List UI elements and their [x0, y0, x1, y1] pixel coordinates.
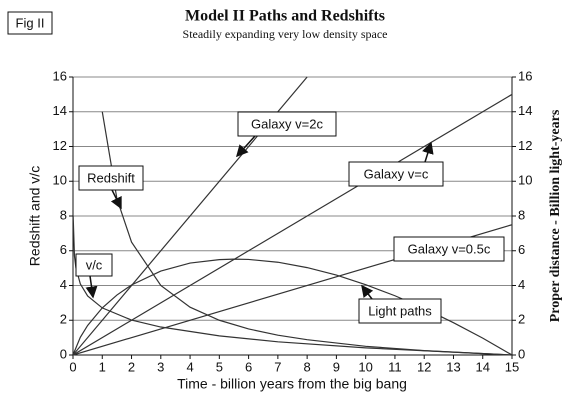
- y-tick-label: 0: [60, 346, 67, 361]
- y-axis-label: Redshift and v/c: [27, 166, 43, 266]
- y-tick-label: 12: [53, 138, 67, 153]
- x-tick-label: 7: [274, 359, 281, 374]
- x-tick-label: 9: [333, 359, 340, 374]
- y-tick-label: 16: [53, 68, 67, 83]
- x-tick-label: 2: [128, 359, 135, 374]
- annotation-box: [393, 236, 505, 262]
- x-tick-label: 3: [157, 359, 164, 374]
- chart-title: Model II Paths and Redshifts: [185, 8, 385, 25]
- x-axis-label: Time - billion years from the big bang: [177, 376, 407, 392]
- y2-axis-label: Proper distance - Billion light-years: [548, 109, 563, 322]
- y2-tick-label: 6: [518, 242, 525, 257]
- y-tick-label: 6: [60, 242, 67, 257]
- annotation-arrow: [235, 135, 256, 158]
- x-tick-label: 15: [505, 359, 519, 374]
- annotation-box: [348, 161, 444, 187]
- x-tick-label: 12: [417, 359, 431, 374]
- y2-tick-label: 14: [518, 103, 532, 118]
- y2-tick-label: 0: [518, 346, 525, 361]
- annotation-box: [75, 253, 113, 277]
- annotation: Light paths: [368, 303, 432, 318]
- annotation: Redshift: [87, 170, 135, 185]
- annotation-box: [237, 111, 337, 137]
- y2-tick-label: 8: [518, 207, 525, 222]
- x-tick-label: 6: [245, 359, 252, 374]
- annotation-arrow: [361, 284, 374, 300]
- x-tick-label: 11: [388, 359, 402, 374]
- figure-label-box: [7, 11, 53, 35]
- annotation: v/c: [86, 257, 103, 272]
- annotation-box: [358, 298, 442, 324]
- annotation-arrow: [110, 189, 122, 210]
- series-line: [73, 93, 512, 356]
- y-tick-label: 10: [53, 173, 67, 188]
- x-tick-label: 5: [216, 359, 223, 374]
- figure-label: Fig II: [16, 15, 45, 30]
- annotation: Galaxy v=2c: [251, 116, 323, 131]
- x-tick-label: 4: [186, 359, 193, 374]
- annotation: Galaxy v=c: [364, 166, 429, 181]
- annotation-arrow: [85, 275, 98, 299]
- x-tick-label: 0: [69, 359, 76, 374]
- y2-tick-label: 10: [518, 173, 532, 188]
- x-tick-label: 10: [358, 359, 372, 374]
- y2-tick-label: 2: [518, 312, 525, 327]
- annotation-box: [78, 165, 144, 191]
- y-tick-label: 2: [60, 312, 67, 327]
- y-tick-label: 14: [53, 103, 67, 118]
- x-tick-label: 1: [99, 359, 106, 374]
- y-tick-label: 8: [60, 207, 67, 222]
- x-tick-label: 13: [446, 359, 460, 374]
- series-line: [73, 258, 512, 356]
- annotation: Galaxy v=0.5c: [408, 241, 491, 256]
- x-tick-label: 8: [304, 359, 311, 374]
- annotation-arrow: [422, 141, 434, 163]
- y2-tick-label: 16: [518, 68, 532, 83]
- series-line: [101, 111, 512, 356]
- chart-subtitle: Steadily expanding very low density spac…: [183, 27, 388, 41]
- x-tick-label: 14: [475, 359, 489, 374]
- y-tick-label: 4: [60, 277, 67, 292]
- y2-tick-label: 12: [518, 138, 532, 153]
- y2-tick-label: 4: [518, 277, 525, 292]
